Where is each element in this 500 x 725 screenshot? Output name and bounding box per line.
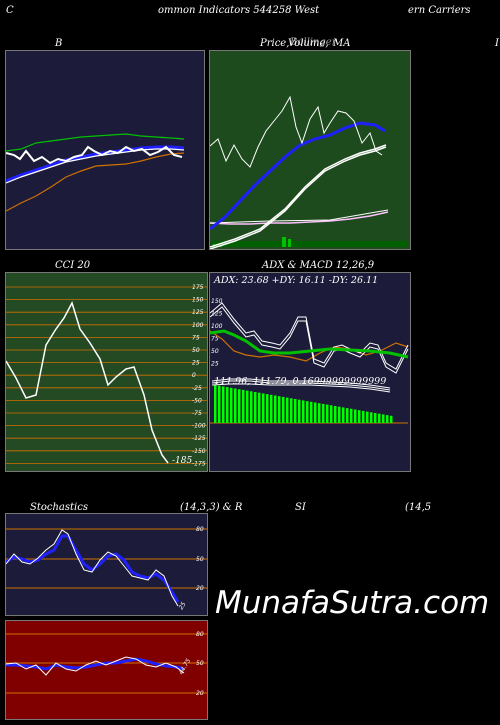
svg-text:80: 80: [196, 631, 204, 638]
macd-bar: [354, 409, 357, 423]
svg-text:50: 50: [196, 556, 204, 563]
macd-bar: [222, 386, 225, 423]
macd-bar: [342, 407, 345, 423]
adx-tick-label: 25: [211, 361, 219, 368]
cci-panel: 175 150 125 100 75 50 25 0 -25 -50 -75 -100 -125 -150…: [5, 272, 208, 472]
page-title-right: ern Carriers: [408, 5, 471, 16]
ma-label: MA: [333, 38, 351, 49]
macd-bar: [318, 403, 321, 423]
rsi-params: (14,5: [405, 502, 432, 513]
macd-bar: [326, 404, 329, 423]
adx-tick-label: 50: [211, 348, 219, 355]
macd-bar: [306, 401, 309, 423]
macd-bar: [382, 414, 385, 423]
macd-bar: [218, 385, 221, 423]
macd-bar: [358, 410, 361, 423]
macd-bar: [278, 396, 281, 423]
rsi-label: SI: [295, 502, 306, 513]
macd-bar: [350, 408, 353, 423]
price-panel: [209, 50, 411, 250]
cci-tick-label: -125: [192, 435, 206, 442]
macd-bar: [314, 402, 317, 423]
page-title: ommon Indicators 544258 West: [158, 5, 320, 16]
macd-bar: [378, 413, 381, 423]
macd-bar: [262, 393, 265, 423]
adx-readout: ADX: 23.68 +DY: 16.11 -DY: 26.11: [214, 275, 379, 286]
svg-text:44.75: 44.75: [178, 657, 193, 676]
svg-text:80: 80: [196, 526, 204, 533]
macd-bar: [294, 399, 297, 423]
macd-bar: [370, 412, 373, 423]
rsi-panel: 80 50 20 44.75: [5, 620, 208, 720]
macd-bar: [214, 385, 217, 423]
macd-bar: [258, 392, 261, 423]
macd-bar: [322, 403, 325, 423]
cci-tick-label: 100: [192, 322, 204, 329]
macd-bar: [270, 394, 273, 423]
adx-tick-label: 150: [211, 298, 223, 305]
macd-bar: [254, 392, 257, 423]
macd-bar: [298, 399, 301, 423]
macd-bar: [282, 396, 285, 423]
macd-bar: [362, 410, 365, 423]
cci-tick-label: 50: [192, 347, 200, 354]
bollinger-overlay-label: Bollinger: [290, 37, 337, 48]
macd-bar: [330, 405, 333, 423]
macd-bar: [390, 415, 393, 423]
cci-tick-label: -175: [192, 460, 206, 467]
macd-bar: [230, 387, 233, 423]
macd-bar: [346, 408, 349, 423]
cci-tick-label: 0: [192, 372, 196, 379]
cci-tick-label: -100: [192, 423, 206, 430]
cci-tick-label: -150: [192, 448, 206, 455]
macd-bar: [246, 390, 249, 423]
stoch-params: (14,3,3) & R: [180, 502, 243, 513]
cci-last-value: -185: [172, 456, 193, 466]
macd-bar: [234, 388, 237, 423]
bollinger-panel: [5, 50, 205, 250]
cci-tick-label: -25: [192, 385, 202, 392]
macd-bar: [266, 394, 269, 423]
macd-bar: [238, 389, 241, 423]
cci-tick-label: 125: [192, 309, 204, 316]
adx-tick-label: 125: [211, 311, 223, 318]
svg-text:50: 50: [196, 660, 204, 667]
svg-text:25: 25: [178, 601, 188, 611]
macd-bar: [274, 395, 277, 423]
cci-tick-label: -75: [192, 410, 202, 417]
macd-readout: 111.96, 111.79, 0.16999999999999: [214, 376, 387, 387]
macd-bar: [286, 397, 289, 423]
cci-tick-label: 25: [192, 360, 200, 367]
macd-bar: [386, 415, 389, 423]
macd-bar: [226, 387, 229, 423]
macd-bar: [250, 391, 253, 423]
volume-label: Volume,: [288, 38, 329, 49]
cci-label: CCI 20: [55, 260, 91, 271]
macd-bar: [302, 400, 305, 423]
macd-bar: [338, 406, 341, 423]
adx-macd-panel: 150 125 100 75 50 25: [209, 272, 411, 472]
stochastics-panel: 80 50 20 25: [5, 513, 208, 616]
cci-tick-label: 175: [192, 284, 204, 291]
price-label: Price,: [260, 38, 290, 49]
header-right-mark: I: [495, 38, 499, 49]
cci-tick-label: -50: [192, 397, 202, 404]
adx-macd-label: ADX & MACD 12,26,9: [262, 260, 375, 271]
cci-tick-label: 75: [192, 334, 200, 341]
header-left: C: [6, 5, 14, 16]
cci-tick-label: 150: [192, 297, 204, 304]
macd-bar: [290, 398, 293, 423]
adx-tick-label: 100: [211, 323, 223, 330]
svg-text:20: 20: [196, 690, 204, 697]
macd-bar: [366, 411, 369, 423]
macd-bar: [310, 401, 313, 423]
svg-text:20: 20: [196, 585, 204, 592]
macd-bar: [374, 413, 377, 423]
stoch-label: Stochastics: [30, 502, 88, 513]
macd-bar: [242, 389, 245, 423]
watermark: MunafaSutra.com: [215, 585, 490, 621]
adx-tick-label: 75: [211, 336, 219, 343]
bollinger-label: B: [55, 38, 63, 49]
macd-bar: [334, 406, 337, 423]
